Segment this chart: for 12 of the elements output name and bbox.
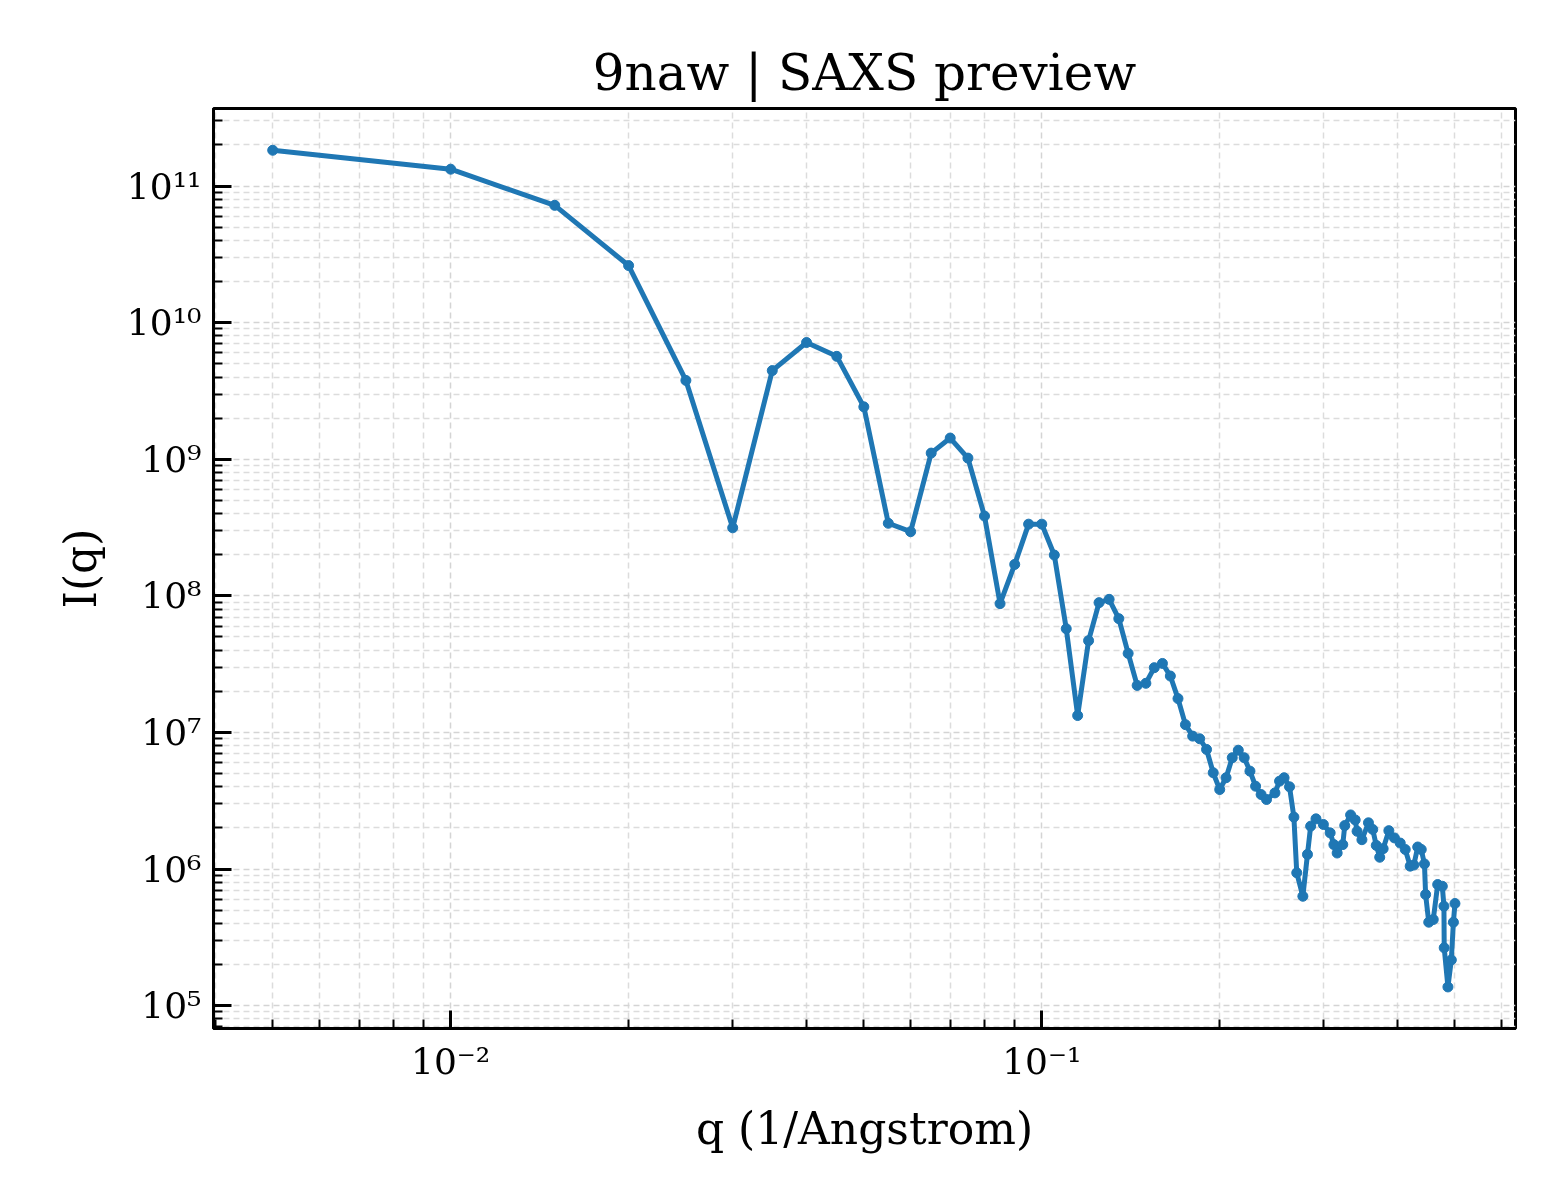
y-axis-title: I(q) xyxy=(54,528,106,609)
y-tick-label: 10¹¹ xyxy=(126,165,202,207)
y-tick-label: 10¹⁰ xyxy=(126,302,202,344)
y-tick-label: 10⁷ xyxy=(141,711,202,753)
chart-title: 9naw | SAXS preview xyxy=(592,43,1137,102)
y-tick-label: 10⁶ xyxy=(141,848,202,890)
x-tick-label: 10⁻¹ xyxy=(1002,1040,1082,1082)
y-tick-label: 10⁸ xyxy=(141,575,202,617)
x-axis-title: q (1/Angstrom) xyxy=(695,1102,1034,1154)
y-tick-label: 10⁹ xyxy=(141,438,202,480)
y-tick-label: 10⁵ xyxy=(141,985,202,1027)
x-tick-label: 10⁻² xyxy=(411,1040,491,1082)
